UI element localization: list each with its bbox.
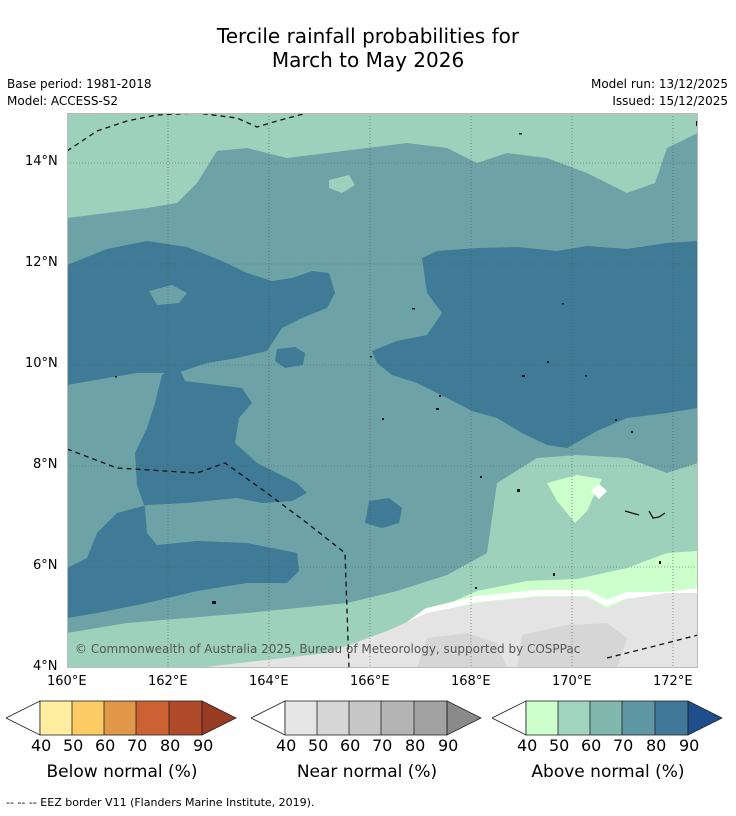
cb-below-tick-80: 80 <box>160 736 181 755</box>
cb-above-tick-40: 40 <box>517 736 538 755</box>
cb-below-tick-40: 40 <box>31 736 52 755</box>
contour-near-50-east <box>517 623 627 668</box>
cb-near-tick-60: 60 <box>340 736 361 755</box>
cb-below-tick-70: 70 <box>127 736 148 755</box>
cb-above-tick-80: 80 <box>646 736 667 755</box>
cb-below-tick-90: 90 <box>193 736 214 755</box>
copyright-text: © Commonwealth of Australia 2025, Bureau… <box>75 642 580 656</box>
contour-above-40-east <box>547 475 602 523</box>
cb-near-tick-70: 70 <box>372 736 393 755</box>
colorbar-near-normal <box>251 700 482 736</box>
lat-label-8n: 8°N <box>33 457 58 472</box>
base-period-label: Base period: 1981-2018 <box>7 77 152 91</box>
contour-above-70-east <box>372 241 698 448</box>
model-label: Model: ACCESS-S2 <box>7 94 119 108</box>
map-title-line1: Tercile rainfall probabilities for <box>216 24 520 48</box>
cb-above-tick-90: 90 <box>679 736 700 755</box>
cb-above-tick-70: 70 <box>613 736 634 755</box>
contour-above-50-north <box>67 113 698 218</box>
eez-borders <box>67 113 698 668</box>
issued-label: Issued: 15/12/2025 <box>612 94 728 108</box>
cb-near-tick-50: 50 <box>308 736 329 755</box>
map-title-line2: March to May 2026 <box>271 48 465 72</box>
colorbar-below-title: Below normal (%) <box>46 762 198 782</box>
model-run-label: Model run: 13/12/2025 <box>590 77 728 91</box>
contour-above-70-west <box>67 241 335 385</box>
lon-label-168e: 168°E <box>451 674 491 689</box>
lon-label-162e: 162°E <box>148 674 188 689</box>
contour-above-70-center <box>275 347 305 368</box>
eez-border-footnote: -- -- -- EEZ border V11 (Flanders Marine… <box>6 796 315 809</box>
contour-above-white-spot <box>591 484 607 499</box>
island-chain <box>624 510 666 519</box>
cb-near-tick-40: 40 <box>276 736 297 755</box>
colorbar-below-normal <box>6 700 237 736</box>
lat-label-4n: 4°N <box>33 659 58 674</box>
cb-near-tick-90: 90 <box>438 736 459 755</box>
contour-above-70-small <box>365 498 402 528</box>
contour-above-50-patch <box>329 175 355 193</box>
contour-above-60-hole <box>149 285 187 305</box>
contour-above-70-south-west <box>67 363 307 618</box>
colorbar-above-normal <box>492 700 723 736</box>
cb-below-tick-60: 60 <box>95 736 116 755</box>
lon-label-164e: 164°E <box>249 674 289 689</box>
lat-label-10n: 10°N <box>25 356 58 371</box>
lon-label-170e: 170°E <box>552 674 592 689</box>
colorbar-near-title: Near normal (%) <box>296 762 438 782</box>
probability-map: © Commonwealth of Australia 2025, Bureau… <box>67 113 698 668</box>
lat-label-14n: 14°N <box>25 154 58 169</box>
lat-label-6n: 6°N <box>33 558 58 573</box>
contour-near-50 <box>417 633 507 668</box>
map-gridlines <box>67 113 698 668</box>
cb-above-tick-50: 50 <box>549 736 570 755</box>
cb-below-tick-50: 50 <box>63 736 84 755</box>
map-frame <box>67 113 698 668</box>
colorbar-above-title: Above normal (%) <box>531 762 685 782</box>
lon-label-160e: 160°E <box>47 674 87 689</box>
cb-near-tick-80: 80 <box>405 736 426 755</box>
lon-label-172e: 172°E <box>653 674 693 689</box>
lon-label-166e: 166°E <box>350 674 390 689</box>
cb-above-tick-60: 60 <box>581 736 602 755</box>
island-marks <box>115 121 698 604</box>
lat-label-12n: 12°N <box>25 255 58 270</box>
